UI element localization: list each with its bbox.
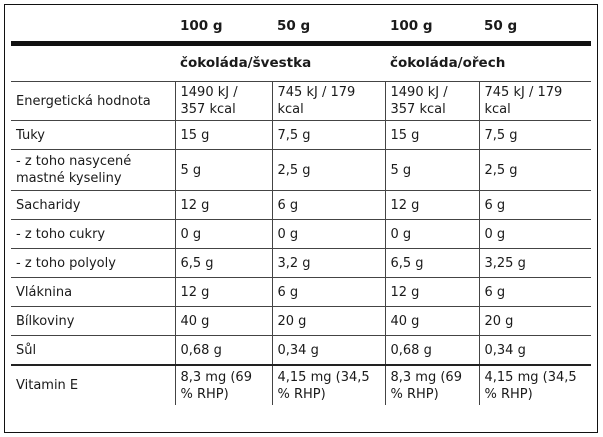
row-value: 12 g xyxy=(384,277,479,307)
row-label: - z toho polyoly xyxy=(11,248,175,278)
row-value: 8,3 mg (69 % RHP) xyxy=(384,364,479,405)
row-value: 40 g xyxy=(384,306,479,336)
row-label: Vláknina xyxy=(11,277,175,307)
row-value: 4,15 mg (34,5 % RHP) xyxy=(271,364,385,405)
row-value: 0 g xyxy=(174,219,272,249)
row-value: 0,34 g xyxy=(271,335,385,365)
row-value: 0,68 g xyxy=(384,335,479,365)
table-row: Vitamin E 8,3 mg (69 % RHP) 4,15 mg (34,… xyxy=(11,364,591,405)
header-cell-50g-a: 50 g xyxy=(277,17,311,34)
row-value: 7,5 g xyxy=(271,120,385,150)
portion-header-row: 100 g 50 g 100 g 50 g xyxy=(11,11,591,44)
row-label: - z toho nasycené mastné kyseliny xyxy=(11,149,175,191)
header-cell-50g-b: 50 g xyxy=(484,17,518,34)
row-label: Tuky xyxy=(11,120,175,150)
table-row: - z toho polyoly 6,5 g 3,2 g 6,5 g 3,25 … xyxy=(11,248,591,278)
table-row: Sůl 0,68 g 0,34 g 0,68 g 0,34 g xyxy=(11,335,591,365)
row-label: Sacharidy xyxy=(11,190,175,220)
header-cell-empty xyxy=(11,11,175,44)
row-value: 4,15 mg (34,5 % RHP) xyxy=(478,364,591,405)
row-value: 3,2 g xyxy=(271,248,385,278)
header-cell-100g-a: 100 g xyxy=(180,17,223,34)
row-value: 6 g xyxy=(271,190,385,220)
row-value: 20 g xyxy=(478,306,591,336)
row-value: 0,34 g xyxy=(478,335,591,365)
table-row: Sacharidy 12 g 6 g 12 g 6 g xyxy=(11,190,591,220)
row-value: 0,68 g xyxy=(174,335,272,365)
row-value: 20 g xyxy=(271,306,385,336)
table-row: Bílkoviny 40 g 20 g 40 g 20 g xyxy=(11,306,591,336)
row-value: 5 g xyxy=(384,149,479,191)
row-value: 0 g xyxy=(478,219,591,249)
row-value: 40 g xyxy=(174,306,272,336)
row-label: Energetická hodnota xyxy=(11,81,175,121)
flavor-chocolate-plum: čokoláda/švestka xyxy=(175,41,385,82)
header-cell-100g-b: 100 g xyxy=(390,17,433,34)
table-frame xyxy=(4,4,598,433)
row-value: 15 g xyxy=(384,120,479,150)
row-value: 5 g xyxy=(174,149,272,191)
row-value: 12 g xyxy=(174,190,272,220)
row-value: 15 g xyxy=(174,120,272,150)
row-value: 2,5 g xyxy=(478,149,591,191)
row-value: 12 g xyxy=(174,277,272,307)
row-label: - z toho cukry xyxy=(11,219,175,249)
row-value: 7,5 g xyxy=(478,120,591,150)
row-value: 6,5 g xyxy=(384,248,479,278)
row-value: 6 g xyxy=(478,277,591,307)
row-value: 745 kJ / 179 kcal xyxy=(478,81,591,121)
table-row: - z toho cukry 0 g 0 g 0 g 0 g xyxy=(11,219,591,249)
flavor-cell-empty xyxy=(11,41,175,82)
row-value: 0 g xyxy=(271,219,385,249)
row-value: 12 g xyxy=(384,190,479,220)
table-row: Vláknina 12 g 6 g 12 g 6 g xyxy=(11,277,591,307)
row-value: 8,3 mg (69 % RHP) xyxy=(174,364,272,405)
row-value: 1490 kJ / 357 kcal xyxy=(384,81,479,121)
row-value: 0 g xyxy=(384,219,479,249)
table-row: Energetická hodnota 1490 kJ / 357 kcal 7… xyxy=(11,81,591,121)
flavor-header-row: čokoláda/švestka čokoláda/ořech xyxy=(11,41,591,82)
row-value: 3,25 g xyxy=(478,248,591,278)
table-row: Tuky 15 g 7,5 g 15 g 7,5 g xyxy=(11,120,591,150)
row-value: 745 kJ / 179 kcal xyxy=(271,81,385,121)
row-value: 6 g xyxy=(478,190,591,220)
row-value: 1490 kJ / 357 kcal xyxy=(174,81,272,121)
row-value: 6,5 g xyxy=(174,248,272,278)
table-row: - z toho nasycené mastné kyseliny 5 g 2,… xyxy=(11,149,591,191)
row-label: Sůl xyxy=(11,335,175,365)
row-value: 6 g xyxy=(271,277,385,307)
row-label: Bílkoviny xyxy=(11,306,175,336)
row-value: 2,5 g xyxy=(271,149,385,191)
nutrition-table: 100 g 50 g 100 g 50 g čokoláda/švestka č… xyxy=(11,11,591,405)
flavor-chocolate-nut: čokoláda/ořech xyxy=(385,41,591,82)
row-label: Vitamin E xyxy=(11,364,175,405)
